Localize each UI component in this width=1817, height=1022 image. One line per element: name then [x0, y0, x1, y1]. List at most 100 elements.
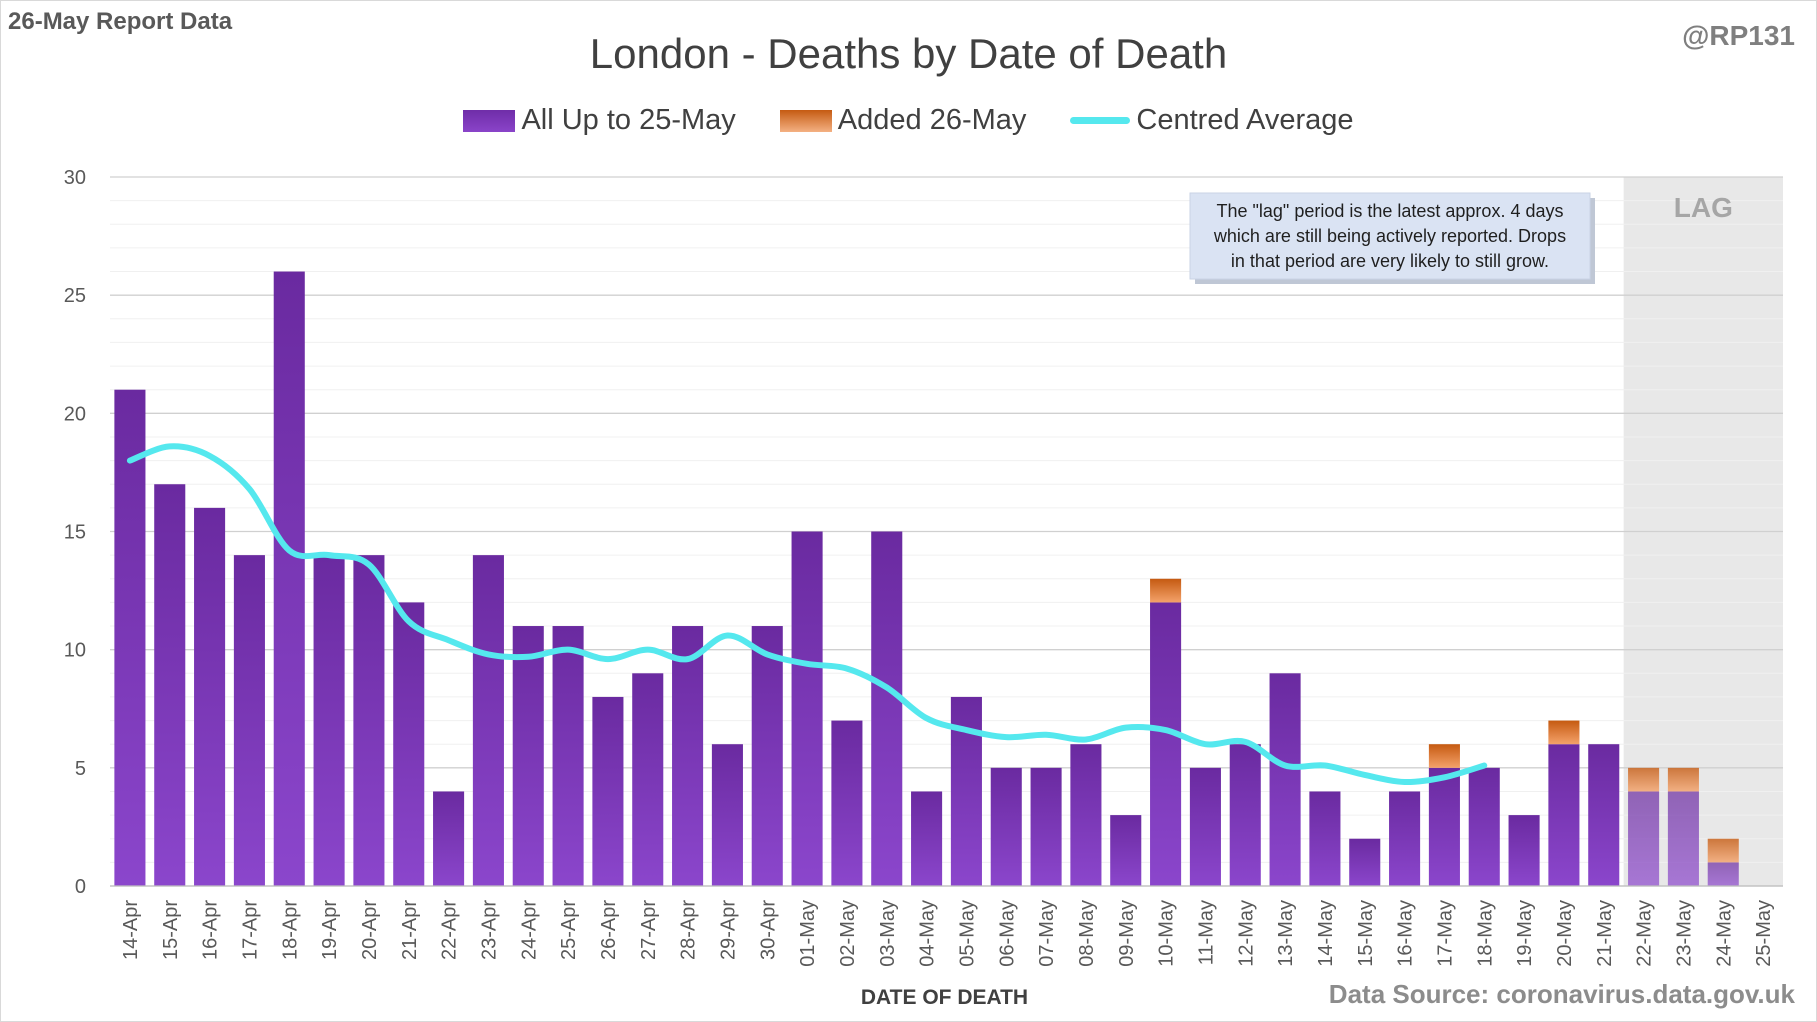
x-tick-label: 23-May: [1673, 900, 1695, 967]
annotation-box: [1189, 192, 1591, 280]
legend-swatch-purple: [463, 109, 516, 132]
bar-all: [1667, 791, 1699, 886]
legend-item-all: All Up to 25-May: [463, 104, 736, 137]
bar-all: [393, 602, 425, 886]
bar-all: [1269, 673, 1301, 886]
bar-all: [1468, 767, 1500, 886]
x-tick-label: 22-Apr: [439, 900, 461, 960]
x-tick-label: 16-Apr: [200, 900, 222, 960]
x-tick-label: 25-Apr: [558, 900, 580, 960]
annotation-text-line: in that period are very likely to still …: [1231, 251, 1549, 271]
y-tick-label: 10: [64, 640, 86, 662]
x-tick-label: 24-May: [1713, 900, 1735, 967]
bar-added: [1150, 578, 1182, 603]
x-axis-title: DATE OF DEATH: [861, 986, 1028, 1009]
x-tick-label: 01-May: [797, 900, 819, 967]
x-tick-label: 22-May: [1634, 900, 1656, 967]
bar-all: [871, 531, 903, 886]
bar-added: [1667, 767, 1699, 792]
x-tick-label: 29-Apr: [717, 900, 739, 960]
bar-all: [353, 555, 385, 886]
bar-all: [1508, 815, 1540, 886]
bar-all: [552, 626, 584, 886]
bar-all: [990, 767, 1022, 886]
bar-all: [1309, 791, 1341, 886]
bar-all: [512, 626, 544, 886]
x-tick-label: 09-May: [1116, 900, 1138, 967]
report-label: 26-May Report Data: [8, 8, 233, 35]
x-tick-label: 30-Apr: [757, 900, 779, 960]
x-tick-label: 07-May: [1036, 900, 1058, 967]
bar-all: [433, 791, 465, 886]
y-tick-label: 15: [64, 522, 86, 544]
bar-all: [1428, 767, 1460, 886]
x-tick-label: 06-May: [996, 900, 1018, 967]
bar-all: [233, 555, 265, 886]
y-tick-label: 0: [75, 876, 86, 898]
legend-swatch-line: [1070, 117, 1131, 124]
bar-all: [1628, 791, 1660, 886]
bar-all: [672, 626, 704, 886]
bar-all: [592, 696, 624, 886]
bar-all: [313, 555, 345, 886]
bar-all: [632, 673, 664, 886]
bar-all: [1229, 744, 1261, 886]
bar-all: [751, 626, 783, 886]
bar-all: [711, 744, 743, 886]
bar-all: [1110, 815, 1142, 886]
legend-label-all: All Up to 25-May: [521, 104, 736, 136]
bar-all: [1189, 767, 1221, 886]
x-tick-label: 14-May: [1315, 900, 1337, 967]
author-handle: @RP131: [1682, 20, 1795, 51]
bar-all: [1150, 602, 1182, 886]
x-tick-label: 13-May: [1275, 900, 1297, 967]
bar-all: [911, 791, 943, 886]
y-tick-label: 5: [75, 758, 86, 780]
legend: All Up to 25-May Added 26-May Centred Av…: [0, 104, 1817, 137]
lag-label: LAG: [1674, 192, 1733, 223]
x-tick-label: 21-May: [1594, 900, 1616, 967]
x-tick-label: 14-Apr: [120, 900, 142, 960]
x-tick-label: 18-May: [1474, 900, 1496, 967]
bar-all: [472, 555, 504, 886]
bar-all: [154, 484, 186, 886]
bar-all: [1349, 838, 1381, 886]
series-line-centred-average: [126, 443, 1488, 786]
x-tick-label: 28-Apr: [678, 900, 700, 960]
x-tick-label: 12-May: [1235, 900, 1257, 967]
x-tick-label: 20-May: [1554, 900, 1576, 967]
x-tick-label: 05-May: [956, 900, 978, 967]
y-tick-label: 30: [64, 167, 86, 189]
x-tick-label: 24-Apr: [518, 900, 540, 960]
legend-item-average: Centred Average: [1070, 104, 1354, 137]
bar-all: [1389, 791, 1421, 886]
x-tick-label: 27-Apr: [638, 900, 660, 960]
x-tick-label: 20-Apr: [359, 900, 381, 960]
bar-added: [1628, 767, 1660, 792]
legend-label-added: Added 26-May: [837, 104, 1027, 136]
x-tick-label: 15-May: [1355, 900, 1377, 967]
x-tick-label: 19-Apr: [319, 900, 341, 960]
bar-all: [831, 720, 863, 886]
y-tick-label: 25: [64, 285, 86, 307]
bar-all: [1070, 744, 1102, 886]
bar-all: [1588, 744, 1620, 886]
x-tick-label: 25-May: [1753, 900, 1775, 967]
legend-label-average: Centred Average: [1136, 104, 1354, 136]
data-source: Data Source: coronavirus.data.gov.uk: [1328, 979, 1795, 1009]
bar-all: [791, 531, 823, 886]
x-tick-label: 08-May: [1076, 900, 1098, 967]
x-tick-label: 15-Apr: [160, 900, 182, 960]
x-tick-label: 04-May: [917, 900, 939, 967]
bar-all: [194, 507, 226, 886]
y-tick-label: 20: [64, 403, 86, 425]
bar-added: [1428, 744, 1460, 768]
bar-all: [1548, 744, 1580, 886]
x-tick-label: 03-May: [877, 900, 899, 967]
x-tick-label: 26-Apr: [598, 900, 620, 960]
x-tick-label: 17-Apr: [239, 900, 261, 960]
x-tick-label: 02-May: [837, 900, 859, 967]
x-tick-label: 11-May: [1195, 900, 1217, 965]
bar-added: [1707, 838, 1739, 863]
